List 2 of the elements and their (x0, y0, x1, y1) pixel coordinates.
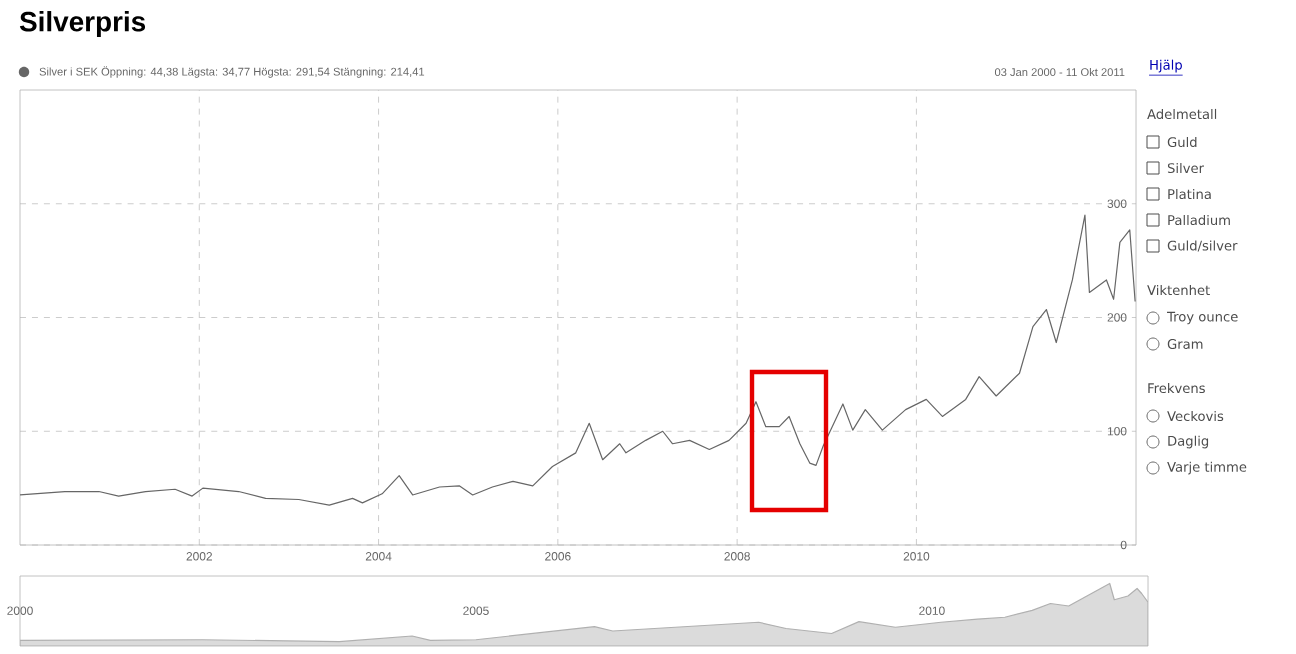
chart-title: Silverpris (19, 11, 146, 38)
line-series (20, 214, 1136, 506)
